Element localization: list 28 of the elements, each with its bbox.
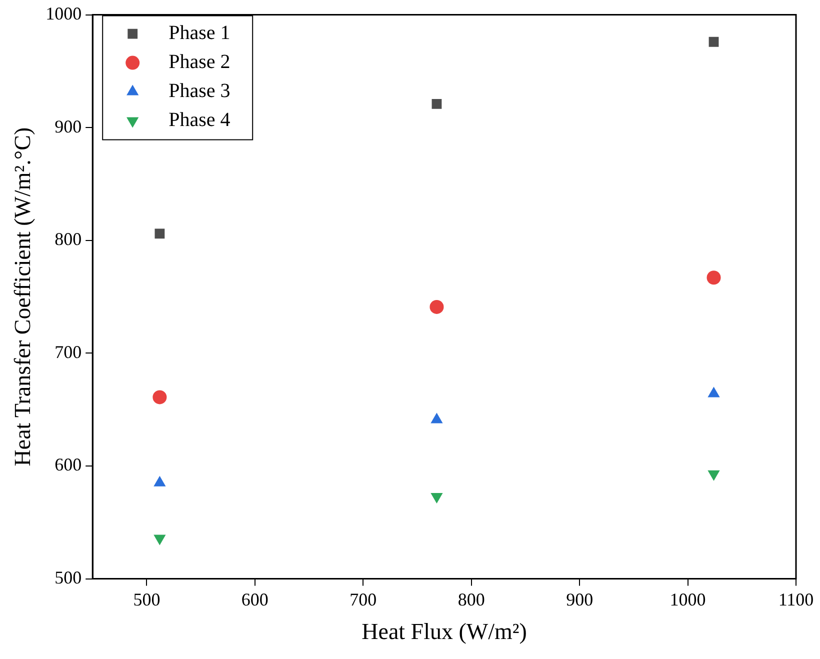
point [430,492,443,504]
y-tick-label: 500 [54,568,82,588]
y-tick-label: 800 [54,229,82,250]
x-tick-label: 900 [566,589,594,610]
x-axis-title: Heat Flux (W/m²) [362,619,527,644]
legend-label: Phase 4 [168,109,230,132]
point [154,534,166,546]
x-tick-label: 800 [458,589,485,610]
x-tick-label: 700 [350,589,377,610]
y-tick-label: 1000 [46,4,82,24]
y-tick-label: 700 [54,342,82,362]
point [152,390,167,404]
legend-label: Phase 3 [168,80,230,102]
point [430,300,444,314]
x-tick-label: 500 [133,589,160,610]
x-tick-label: 600 [241,589,268,610]
x-tick-label: 1000 [670,589,706,610]
point [708,36,719,47]
y-axis-title: Heat Transfer Coefficient (W/m².°C) [10,127,35,466]
point [154,228,165,239]
point [432,98,442,109]
legend-label: Phase 1 [168,22,230,44]
point [706,270,721,285]
y-tick-label: 600 [54,454,82,475]
point [708,470,720,481]
legend-label: Phase 2 [168,51,230,74]
x-tick-label: 1100 [778,589,814,610]
y-tick-label: 900 [54,116,82,136]
